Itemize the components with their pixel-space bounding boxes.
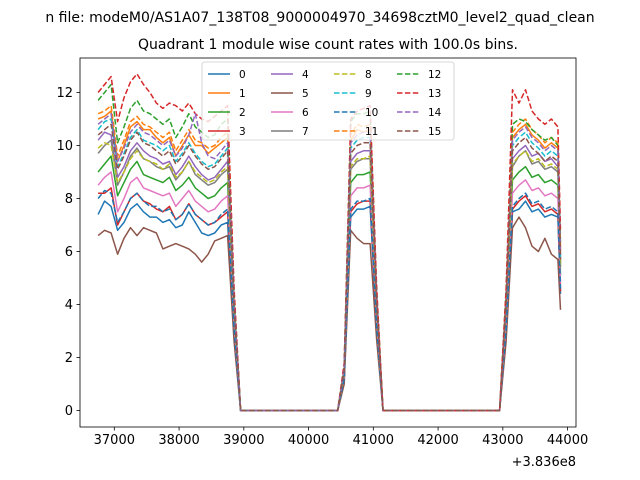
y-tick-label: 10 [56,139,73,154]
y-tick-label: 12 [56,86,73,101]
series-line-0 [97,200,562,412]
figure-suptitle: n file: modeM0/AS1A07_138T08_9000004970_… [45,10,594,26]
axes-frame [79,57,577,428]
x-tick-label: 39000 [223,433,264,448]
legend-label-0: 0 [239,69,246,81]
legend-label-9: 9 [365,88,372,100]
legend-label-4: 4 [302,69,309,81]
series-line-5 [97,216,562,412]
legend-label-6: 6 [302,107,309,119]
legend-label-14: 14 [428,107,442,119]
legend-label-5: 5 [302,88,309,100]
legend-label-13: 13 [428,88,441,100]
x-tick-label: 40000 [288,433,329,448]
series-line-15 [97,123,562,412]
legend-label-2: 2 [239,107,246,119]
y-tick-label: 6 [65,245,73,260]
x-tick-label: 44000 [547,433,588,448]
series-layer [97,73,562,412]
legend-label-12: 12 [428,69,441,81]
x-axis: 37000 38000 39000 40000 41000 42000 43000 44000 [94,427,588,448]
series-line-8 [97,142,562,412]
x-tick-label: 42000 [417,433,458,448]
legend-label-3: 3 [239,126,246,138]
legend-label-8: 8 [365,69,372,81]
series-line-4 [97,131,562,412]
y-tick-label: 2 [65,351,73,366]
legend-label-7: 7 [302,126,309,138]
x-tick-label: 41000 [353,433,394,448]
legend-label-10: 10 [365,107,378,119]
y-tick-label: 4 [65,298,73,313]
legend-frame [201,61,455,141]
legend-label-15: 15 [428,126,441,138]
x-axis-offset-label: +3.836e8 [512,455,576,470]
x-tick-label: 43000 [482,433,523,448]
y-tick-label: 0 [65,404,73,419]
y-axis: 0 2 4 6 8 10 12 [56,86,80,419]
legend-label-11: 11 [365,126,378,138]
series-line-7 [97,139,562,412]
series-line-14 [97,112,562,412]
legend-label-1: 1 [239,88,246,100]
x-tick-label: 38000 [158,433,199,448]
chart-title: Quadrant 1 module wise count rates with … [138,37,518,53]
series-line-1 [97,110,562,412]
x-tick-label: 37000 [94,433,135,448]
y-tick-label: 8 [65,192,73,207]
series-line-10 [97,189,562,412]
